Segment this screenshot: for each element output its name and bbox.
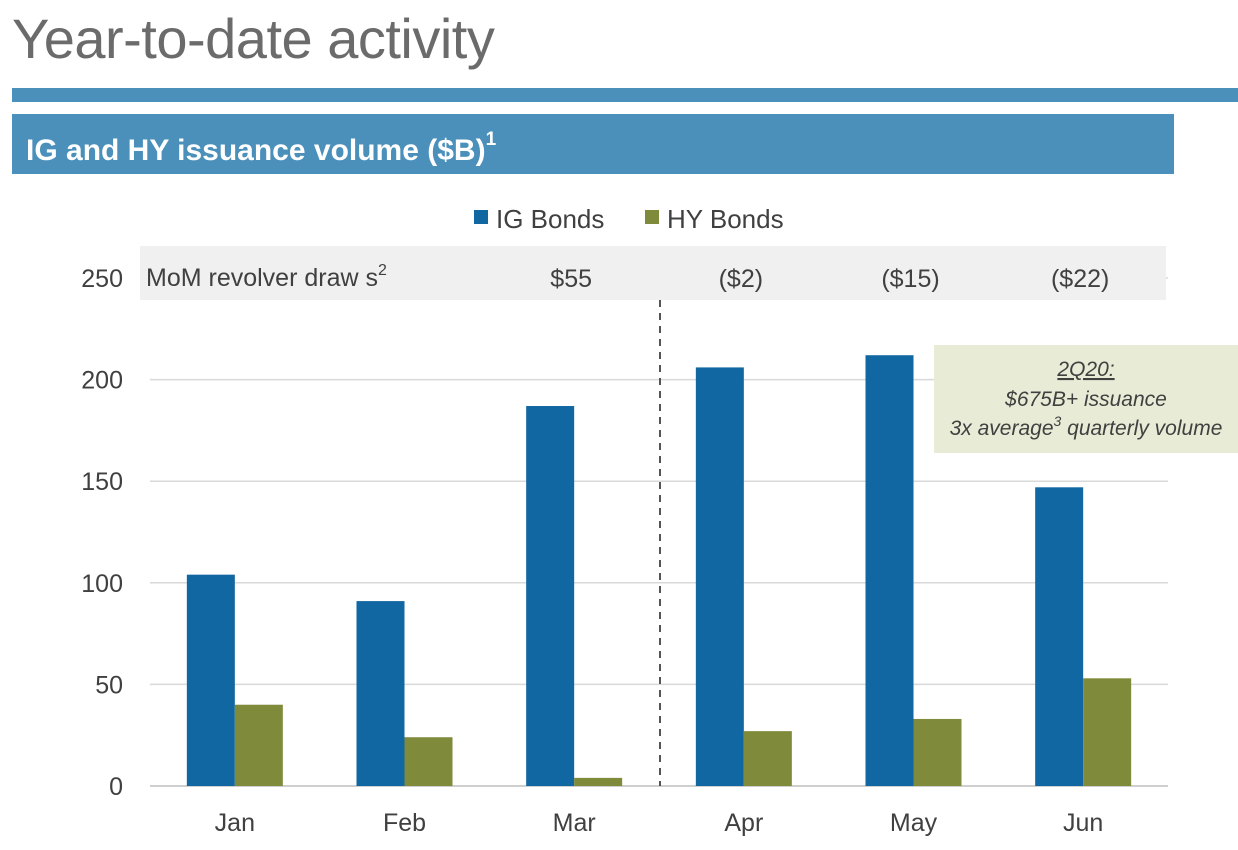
x-tick-label: Feb bbox=[383, 809, 426, 837]
banner-footnote: 1 bbox=[485, 129, 497, 150]
callout-line2-post: quarterly volume bbox=[1061, 417, 1222, 440]
legend-swatch-hy bbox=[645, 210, 659, 224]
callout-line2-pre: 3x average bbox=[950, 417, 1054, 440]
x-tick-label: Apr bbox=[724, 809, 763, 837]
ig-bar-feb bbox=[356, 601, 405, 786]
revolver-label-text: MoM revolver draw s bbox=[146, 264, 378, 292]
callout-background bbox=[934, 345, 1238, 453]
callout-line2-sup: 3 bbox=[1054, 413, 1062, 429]
ig-bar-jun bbox=[1035, 487, 1084, 786]
callout-heading: 2Q20: bbox=[1056, 358, 1114, 381]
ig-bar-jan bbox=[186, 574, 235, 786]
page-title: Year-to-date activity bbox=[12, 7, 495, 70]
revolver-value: ($22) bbox=[1051, 265, 1109, 293]
legend-label-hy: HY Bonds bbox=[667, 204, 784, 234]
hy-bar-mar bbox=[574, 777, 623, 786]
bar-layer bbox=[186, 355, 1132, 786]
hy-bar-may bbox=[913, 718, 962, 786]
x-tick-label: Jun bbox=[1063, 809, 1103, 837]
y-tick-label: 0 bbox=[109, 773, 123, 801]
title-rule bbox=[12, 88, 1238, 102]
revolver-value: ($15) bbox=[881, 265, 939, 293]
legend-label-ig: IG Bonds bbox=[496, 204, 604, 234]
x-axis: Jan Feb Mar Apr May Jun bbox=[215, 809, 1104, 837]
ig-bar-mar bbox=[526, 406, 575, 786]
legend: IG Bonds HY Bonds bbox=[474, 204, 784, 234]
hy-bar-feb bbox=[404, 737, 453, 786]
revolver-values: $55 ($2) ($15) ($22) bbox=[550, 265, 1109, 293]
x-tick-label: Mar bbox=[553, 809, 596, 837]
callout-line1: $675B+ issuance bbox=[1004, 388, 1167, 411]
ig-bar-may bbox=[865, 355, 914, 786]
revolver-band bbox=[140, 246, 1166, 300]
y-tick-label: 250 bbox=[81, 265, 123, 293]
ig-bar-apr bbox=[695, 367, 744, 786]
hy-bar-jun bbox=[1083, 678, 1132, 786]
x-tick-label: May bbox=[890, 809, 938, 837]
hy-bar-jan bbox=[234, 704, 283, 786]
revolver-row: MoM revolver draw s2 $55 ($2) ($15) ($22) bbox=[146, 262, 1109, 293]
legend-swatch-ig bbox=[474, 210, 488, 224]
y-tick-label: 200 bbox=[81, 367, 123, 395]
callout-line2: 3x average3 quarterly volume bbox=[950, 413, 1223, 440]
banner-text: IG and HY issuance volume ($B) bbox=[26, 134, 486, 167]
section-banner: IG and HY issuance volume ($B)1 bbox=[12, 114, 1174, 174]
y-tick-label: 50 bbox=[95, 671, 123, 699]
y-axis: 0 50 100 150 200 250 bbox=[81, 265, 123, 801]
revolver-value: ($2) bbox=[719, 265, 763, 293]
x-tick-label: Jan bbox=[215, 809, 255, 837]
callout-box: 2Q20: $675B+ issuance 3x average3 quarte… bbox=[934, 345, 1238, 453]
revolver-label: MoM revolver draw s2 bbox=[146, 262, 387, 292]
hy-bar-apr bbox=[743, 731, 792, 786]
y-tick-label: 150 bbox=[81, 468, 123, 496]
revolver-footnote: 2 bbox=[378, 262, 387, 279]
y-tick-label: 100 bbox=[81, 570, 123, 598]
revolver-value: $55 bbox=[550, 265, 592, 293]
